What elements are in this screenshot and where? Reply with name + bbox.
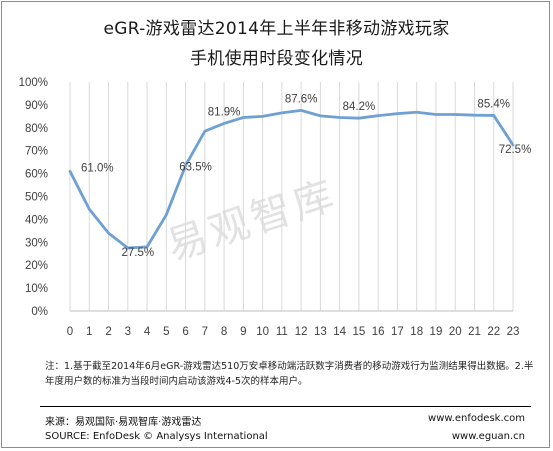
x-tick-label: 23 — [507, 326, 520, 338]
x-tick-label: 2 — [105, 326, 111, 338]
data-label: 84.2% — [343, 101, 376, 113]
series-line — [68, 108, 515, 250]
chart-note: 注：1.基于截至2014年6月eGR-游戏雷达510万安卓移动端活跃数字消费者的… — [45, 361, 534, 387]
x-tick-label: 20 — [449, 326, 462, 338]
x-tick-label: 0 — [67, 326, 73, 338]
data-label: 87.6% — [285, 93, 318, 105]
data-label: 61.0% — [81, 162, 114, 174]
x-tick-label: 3 — [125, 326, 131, 338]
chart-title-line2: 手机使用时段变化情况 — [190, 49, 363, 69]
y-tick-label: 70% — [25, 146, 48, 158]
x-tick-label: 14 — [333, 326, 346, 338]
source-en: SOURCE: EnfoDesk © Analysys Internationa… — [45, 431, 268, 442]
x-tick-label: 19 — [430, 326, 443, 338]
chart-title-line1: eGR-游戏雷达2014年上半年非移动游戏玩家 — [103, 19, 450, 39]
y-tick-label: 60% — [25, 169, 48, 181]
y-tick-label: 90% — [25, 100, 48, 112]
data-label: 72.5% — [499, 144, 532, 156]
x-tick-label: 5 — [163, 326, 169, 338]
x-tick-label: 4 — [144, 326, 151, 338]
y-tick-label: 0% — [31, 306, 48, 318]
x-tick-label: 17 — [391, 326, 404, 338]
x-tick-label: 7 — [202, 326, 208, 338]
y-tick-label: 100% — [19, 77, 48, 89]
x-tick-label: 21 — [468, 326, 481, 338]
x-tick-label: 6 — [182, 326, 188, 338]
x-tick-label: 15 — [353, 326, 366, 338]
x-tick-label: 10 — [256, 326, 269, 338]
x-tick-label: 8 — [221, 326, 227, 338]
x-tick-label: 9 — [240, 326, 246, 338]
source-cn: 来源：易观国际·易观智库·游戏雷达 — [45, 417, 202, 428]
data-label: 85.4% — [477, 98, 510, 110]
x-tick-label: 1 — [86, 326, 92, 338]
y-tick-label: 30% — [25, 237, 48, 249]
x-tick-label: 16 — [372, 326, 385, 338]
y-tick-label: 20% — [25, 260, 48, 272]
website-link-eguan[interactable]: www.eguan.cn — [451, 431, 525, 442]
data-label: 63.5% — [179, 162, 212, 174]
x-tick-label: 12 — [295, 326, 308, 338]
line-chart: 0%10%20%30%40%50%60%70%80%90%100%0 1 2 3 4 5 6… — [19, 77, 532, 338]
y-tick-label: 80% — [25, 123, 48, 135]
y-tick-label: 10% — [25, 283, 48, 295]
x-tick-label: 13 — [314, 326, 327, 338]
x-tick-label: 22 — [487, 326, 500, 338]
footer-divider — [40, 406, 531, 407]
x-tick-label: 11 — [276, 326, 288, 338]
y-tick-label: 50% — [25, 192, 48, 204]
website-link-enfodesk[interactable]: www.enfodesk.com — [428, 413, 525, 424]
data-label: 81.9% — [208, 106, 241, 118]
x-tick-label: 18 — [410, 326, 423, 338]
data-label: 27.5% — [121, 247, 154, 259]
y-tick-label: 40% — [25, 214, 48, 226]
